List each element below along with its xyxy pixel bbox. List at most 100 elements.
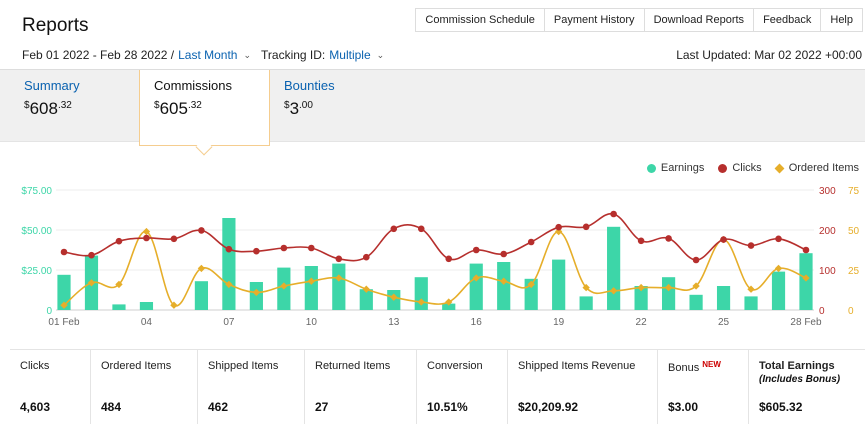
y-tick-right-clicks: 200 [819,226,836,237]
payment-history-button[interactable]: Payment History [544,9,645,31]
clicks-point [527,238,535,246]
clicks-point [143,234,150,242]
clicks-point [775,235,782,243]
y-tick-left: $50.00 [21,226,52,237]
stat-label: Clicks [20,360,50,372]
stat-value: $3.00 [668,400,699,414]
stat-returned-items: Returned Items 27 [305,350,417,424]
ordered-items-point [774,264,783,273]
stat-sublabel: (Includes Bonus) [759,374,841,385]
ordered-items-point [527,280,535,289]
stat-shipped-items-revenue: Shipped Items Revenue $20,209.92 [508,350,658,424]
y-tick-right-items: 0 [848,306,854,317]
earnings-bar [771,271,786,310]
earnings-bar [744,296,758,310]
x-tick-label: 22 [636,317,648,328]
x-tick-label: 25 [718,317,730,328]
stat-label: Ordered Items [101,360,172,372]
earnings-bar [359,289,373,310]
legend-ordered-items-label: Ordered Items [788,162,859,174]
tab-bounties[interactable]: Bounties $3.00 [284,70,394,142]
legend-clicks[interactable]: Clicks [718,162,762,174]
earnings-bar [222,218,236,310]
stat-value: $605.32 [759,400,803,414]
legend-clicks-swatch [718,163,728,173]
report-header: Reports Commission Schedule Payment Hist… [0,0,865,70]
x-tick-label: 19 [553,317,565,328]
stat-value: 462 [208,400,229,414]
x-tick-label: 10 [306,317,318,328]
clicks-point [802,246,810,254]
earnings-bar [497,262,511,310]
stat-bonus: Bonus NEW $3.00 [658,350,749,424]
clicks-point [335,255,343,263]
clicks-point [445,255,453,263]
tracking-id-label: Tracking ID: [261,48,326,62]
stat-value: 484 [101,400,122,414]
earnings-chart: 0 0 0 $25.00 100 25 $50.00 200 50 $75.00 300 75 01 F… [0,143,865,348]
tracking-id-dropdown[interactable]: Multiple [329,48,371,62]
ordered-items-point [445,298,453,306]
clicks-point [225,245,233,253]
y-tick-right-items: 50 [848,226,860,237]
ordered-items-point [170,301,178,309]
x-tick-label: 04 [141,317,153,328]
clicks-point [555,223,562,231]
chart-svg: 0 0 0 $25.00 100 25 $50.00 200 50 $75.00 300 75 01 F… [21,186,860,328]
chart-legend: Earnings Clicks Ordered Items [633,162,859,174]
y-tick-right-items: 25 [848,266,860,277]
stat-label: Total Earnings [759,360,835,372]
tab-summary[interactable]: Summary $608.32 [24,70,134,142]
stat-value: 27 [315,400,329,414]
clicks-point [665,235,672,242]
tab-summary-amount: $608.32 [24,99,72,118]
earnings-bar [579,296,593,310]
earnings-bar [689,294,703,310]
clicks-point [390,225,398,233]
ordered-items-point [335,274,343,282]
x-tick-label: 13 [388,317,400,328]
legend-earnings[interactable]: Earnings [646,162,704,174]
feedback-button[interactable]: Feedback [754,9,822,31]
commission-schedule-button[interactable]: Commission Schedule [416,9,545,31]
legend-ordered-items[interactable]: Ordered Items [774,162,859,174]
help-button[interactable]: Help [821,9,862,31]
y-tick-left: 0 [46,306,52,317]
clicks-point [115,237,123,245]
stat-shipped-items: Shipped Items 462 [198,350,305,424]
ordered-items-point [197,264,206,273]
clicks-point [582,223,590,231]
stat-value: 10.51% [427,400,468,414]
x-tick-label: 01 Feb [48,317,80,328]
clicks-point [637,237,645,245]
stat-value: 4,603 [20,400,51,414]
top-nav: Commission Schedule Payment History Down… [415,8,863,32]
stat-label: Returned Items [315,360,391,372]
tab-bounties-label: Bounties [284,78,335,93]
download-reports-button[interactable]: Download Reports [644,9,755,31]
clicks-point [720,236,727,243]
date-range-dropdown[interactable]: Last Month [178,48,238,62]
clicks-point [500,250,508,258]
stat-value: $20,209.92 [518,400,579,414]
clicks-point [308,244,315,252]
x-tick-label: 07 [223,317,235,328]
clicks-point [362,253,370,261]
earnings-bar [607,226,621,310]
y-tick-right-clicks: 100 [819,266,836,277]
clicks-point [747,242,755,249]
legend-ordered-items-swatch [774,163,785,173]
stat-ordered-items: Ordered Items 484 [91,350,198,424]
chevron-down-icon[interactable]: ⌄ [376,49,385,60]
chevron-down-icon[interactable]: ⌄ [243,49,252,60]
clicks-point [692,256,700,264]
clicks-point [60,248,68,256]
clicks-point [472,246,480,254]
tab-commissions[interactable]: Commissions $605.32 [139,70,270,146]
x-tick-label: 16 [471,317,483,328]
ordered-items-point [115,280,123,289]
ordered-items-point [252,288,261,297]
legend-clicks-label: Clicks [732,162,762,174]
clicks-point [610,210,617,218]
stat-label: Conversion [427,360,483,372]
